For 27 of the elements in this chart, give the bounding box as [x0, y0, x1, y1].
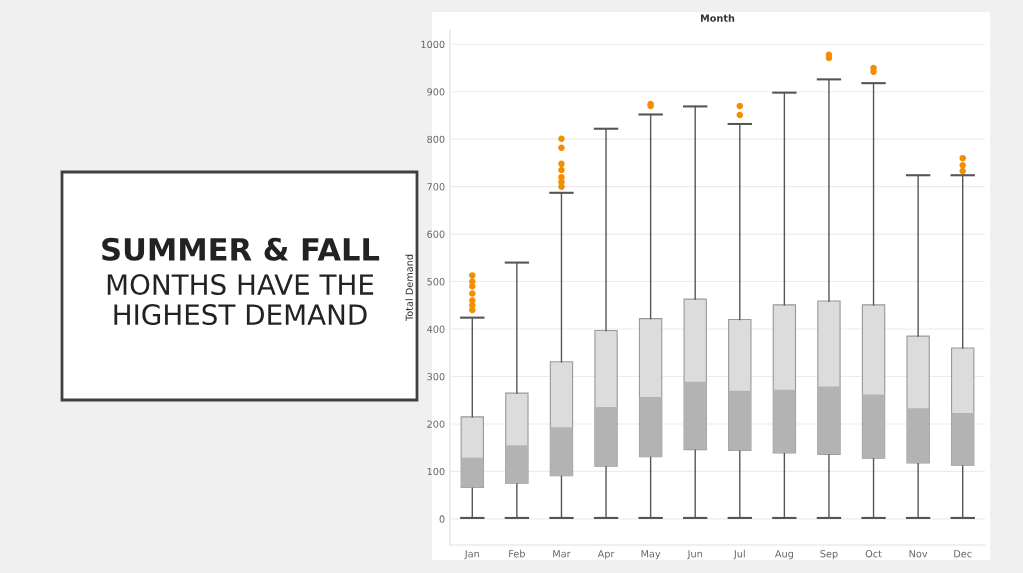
y-tick-label: 400: [427, 325, 445, 333]
x-tick-label: Dec: [954, 550, 972, 558]
x-tick-label: Nov: [909, 550, 928, 558]
text: SUMMER & FALL: [102, 237, 380, 261]
y-tick-label: 500: [427, 278, 445, 286]
y-tick-label: 700: [427, 183, 445, 191]
y-axis-title: Total Demand: [405, 254, 413, 322]
text: MONTHS HAVE THE HIGHEST DEMAND: [107, 274, 374, 326]
y-tick-label: 600: [427, 230, 445, 238]
y-tick-label: 200: [427, 420, 445, 428]
y-tick-label: 0: [439, 515, 445, 523]
y-tick-label: 100: [427, 467, 445, 476]
x-tick-label: Mar: [553, 550, 571, 558]
x-tick-label: Sep: [820, 550, 838, 560]
y-tick-label: 800: [427, 135, 445, 143]
x-axis-title: Month: [700, 14, 735, 22]
x-tick-label: Jul: [733, 549, 745, 560]
x-tick-label: May: [641, 550, 661, 560]
y-tick-label: 900: [427, 88, 445, 96]
x-tick-label: Jan: [464, 550, 479, 560]
y-tick-label: 1000: [421, 40, 445, 49]
x-tick-label: Aug: [774, 550, 793, 560]
x-tick-label: Feb: [509, 549, 525, 558]
x-tick-label: Apr: [597, 550, 615, 560]
y-tick-label: 300: [427, 372, 445, 381]
x-tick-label: Oct: [865, 550, 882, 558]
x-tick-label: Jun: [687, 550, 702, 560]
